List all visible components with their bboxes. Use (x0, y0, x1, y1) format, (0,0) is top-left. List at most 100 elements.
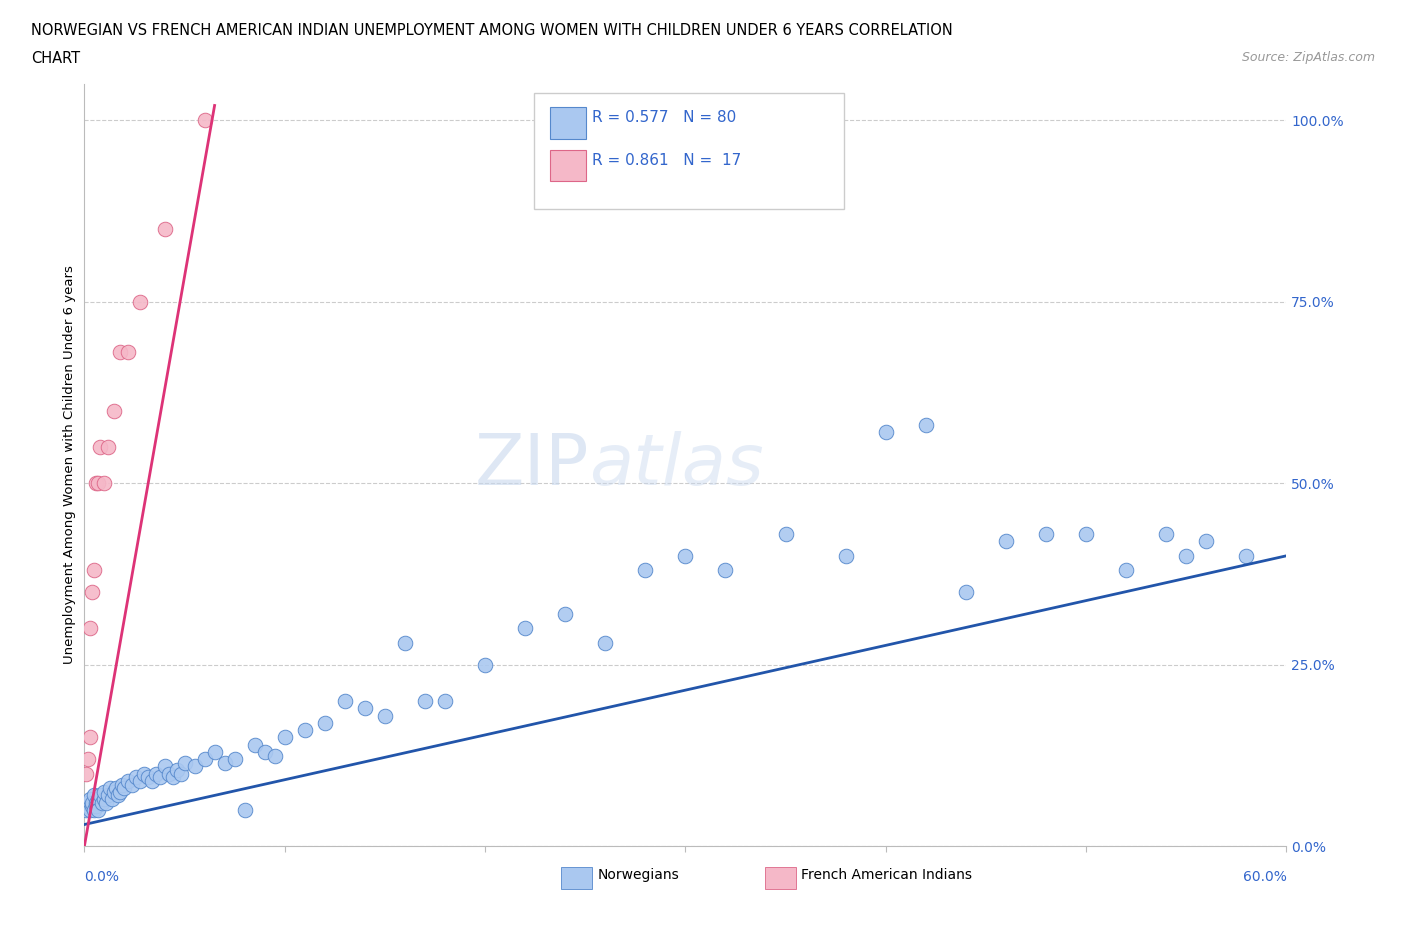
Point (955, 585, 977, 600)
Text: Source: ZipAtlas.com: Source: ZipAtlas.com (1241, 51, 1375, 64)
Point (79, 730, 101, 745)
Point (114, 781, 135, 796)
Point (86, 476, 108, 491)
Point (110, 345, 132, 360)
Point (1076, 526, 1098, 541)
Point (134, 766, 156, 781)
Point (775, 526, 797, 541)
Point (75, 803, 97, 817)
Text: ZIP: ZIP (475, 431, 589, 499)
Point (97, 439, 120, 454)
Point (474, 658, 496, 672)
Point (314, 715, 336, 730)
Point (87, 476, 110, 491)
Point (194, 751, 217, 766)
Point (86, 795, 108, 810)
Y-axis label: Unemployment Among Women with Children Under 6 years: Unemployment Among Women with Children U… (63, 266, 76, 664)
Point (413, 694, 436, 709)
Point (263, 748, 285, 763)
Point (86, 799, 108, 814)
Text: atlas: atlas (589, 431, 763, 499)
Point (835, 549, 858, 564)
Point (107, 788, 129, 803)
Point (157, 766, 180, 781)
Point (169, 766, 191, 781)
Point (915, 418, 938, 432)
Point (434, 694, 457, 709)
Point (111, 777, 134, 792)
Point (233, 803, 256, 817)
Point (515, 621, 537, 636)
Point (145, 766, 167, 781)
Point (82, 799, 104, 814)
Text: 60.0%: 60.0% (1243, 870, 1286, 884)
Point (374, 708, 396, 723)
Point (166, 763, 188, 777)
Point (1175, 549, 1198, 564)
Point (1234, 549, 1257, 564)
Point (153, 221, 176, 236)
Point (595, 635, 617, 650)
Point (173, 755, 195, 770)
Point (96, 795, 118, 810)
Point (77, 751, 100, 766)
Point (224, 751, 246, 766)
Point (87, 791, 110, 806)
Point (103, 403, 125, 418)
Point (183, 759, 205, 774)
Text: Norwegians: Norwegians (598, 868, 679, 882)
Point (294, 723, 316, 737)
Point (675, 549, 697, 564)
Point (79, 791, 101, 806)
Point (83, 803, 105, 817)
Point (105, 781, 128, 796)
Point (138, 770, 160, 785)
Point (554, 606, 576, 621)
Point (1035, 526, 1057, 541)
Point (101, 791, 124, 806)
Point (83, 563, 105, 578)
Point (97, 788, 120, 803)
Text: French American Indians: French American Indians (801, 868, 973, 882)
Point (89, 439, 111, 454)
Point (253, 744, 276, 759)
Point (243, 737, 266, 752)
Point (141, 774, 163, 789)
Point (875, 425, 897, 440)
Point (333, 694, 356, 709)
Point (204, 744, 226, 759)
Point (87, 803, 110, 817)
Point (117, 774, 139, 789)
Point (634, 563, 657, 578)
Point (153, 759, 176, 774)
Point (93, 791, 115, 806)
Point (110, 784, 132, 799)
Point (129, 294, 152, 309)
Point (83, 788, 105, 803)
Text: NORWEGIAN VS FRENCH AMERICAN INDIAN UNEMPLOYMENT AMONG WOMEN WITH CHILDREN UNDER: NORWEGIAN VS FRENCH AMERICAN INDIAN UNEM… (31, 23, 953, 38)
Point (274, 730, 297, 745)
Point (77, 795, 100, 810)
Point (77, 799, 100, 814)
Text: CHART: CHART (31, 51, 80, 66)
Point (89, 788, 111, 803)
Point (1156, 526, 1178, 541)
Point (75, 766, 97, 781)
Point (214, 755, 236, 770)
Point (194, 113, 217, 127)
Point (162, 770, 184, 785)
Point (1115, 563, 1137, 578)
Point (149, 770, 172, 785)
Point (82, 585, 104, 600)
Point (93, 476, 115, 491)
Text: R = 0.861   N =  17: R = 0.861 N = 17 (592, 153, 741, 168)
Point (125, 770, 148, 785)
Point (91, 795, 114, 810)
Text: 0.0%: 0.0% (84, 870, 120, 884)
Point (117, 345, 139, 360)
Point (1195, 534, 1218, 549)
Point (995, 534, 1018, 549)
Point (79, 621, 101, 636)
Point (79, 803, 101, 817)
Point (354, 701, 377, 716)
